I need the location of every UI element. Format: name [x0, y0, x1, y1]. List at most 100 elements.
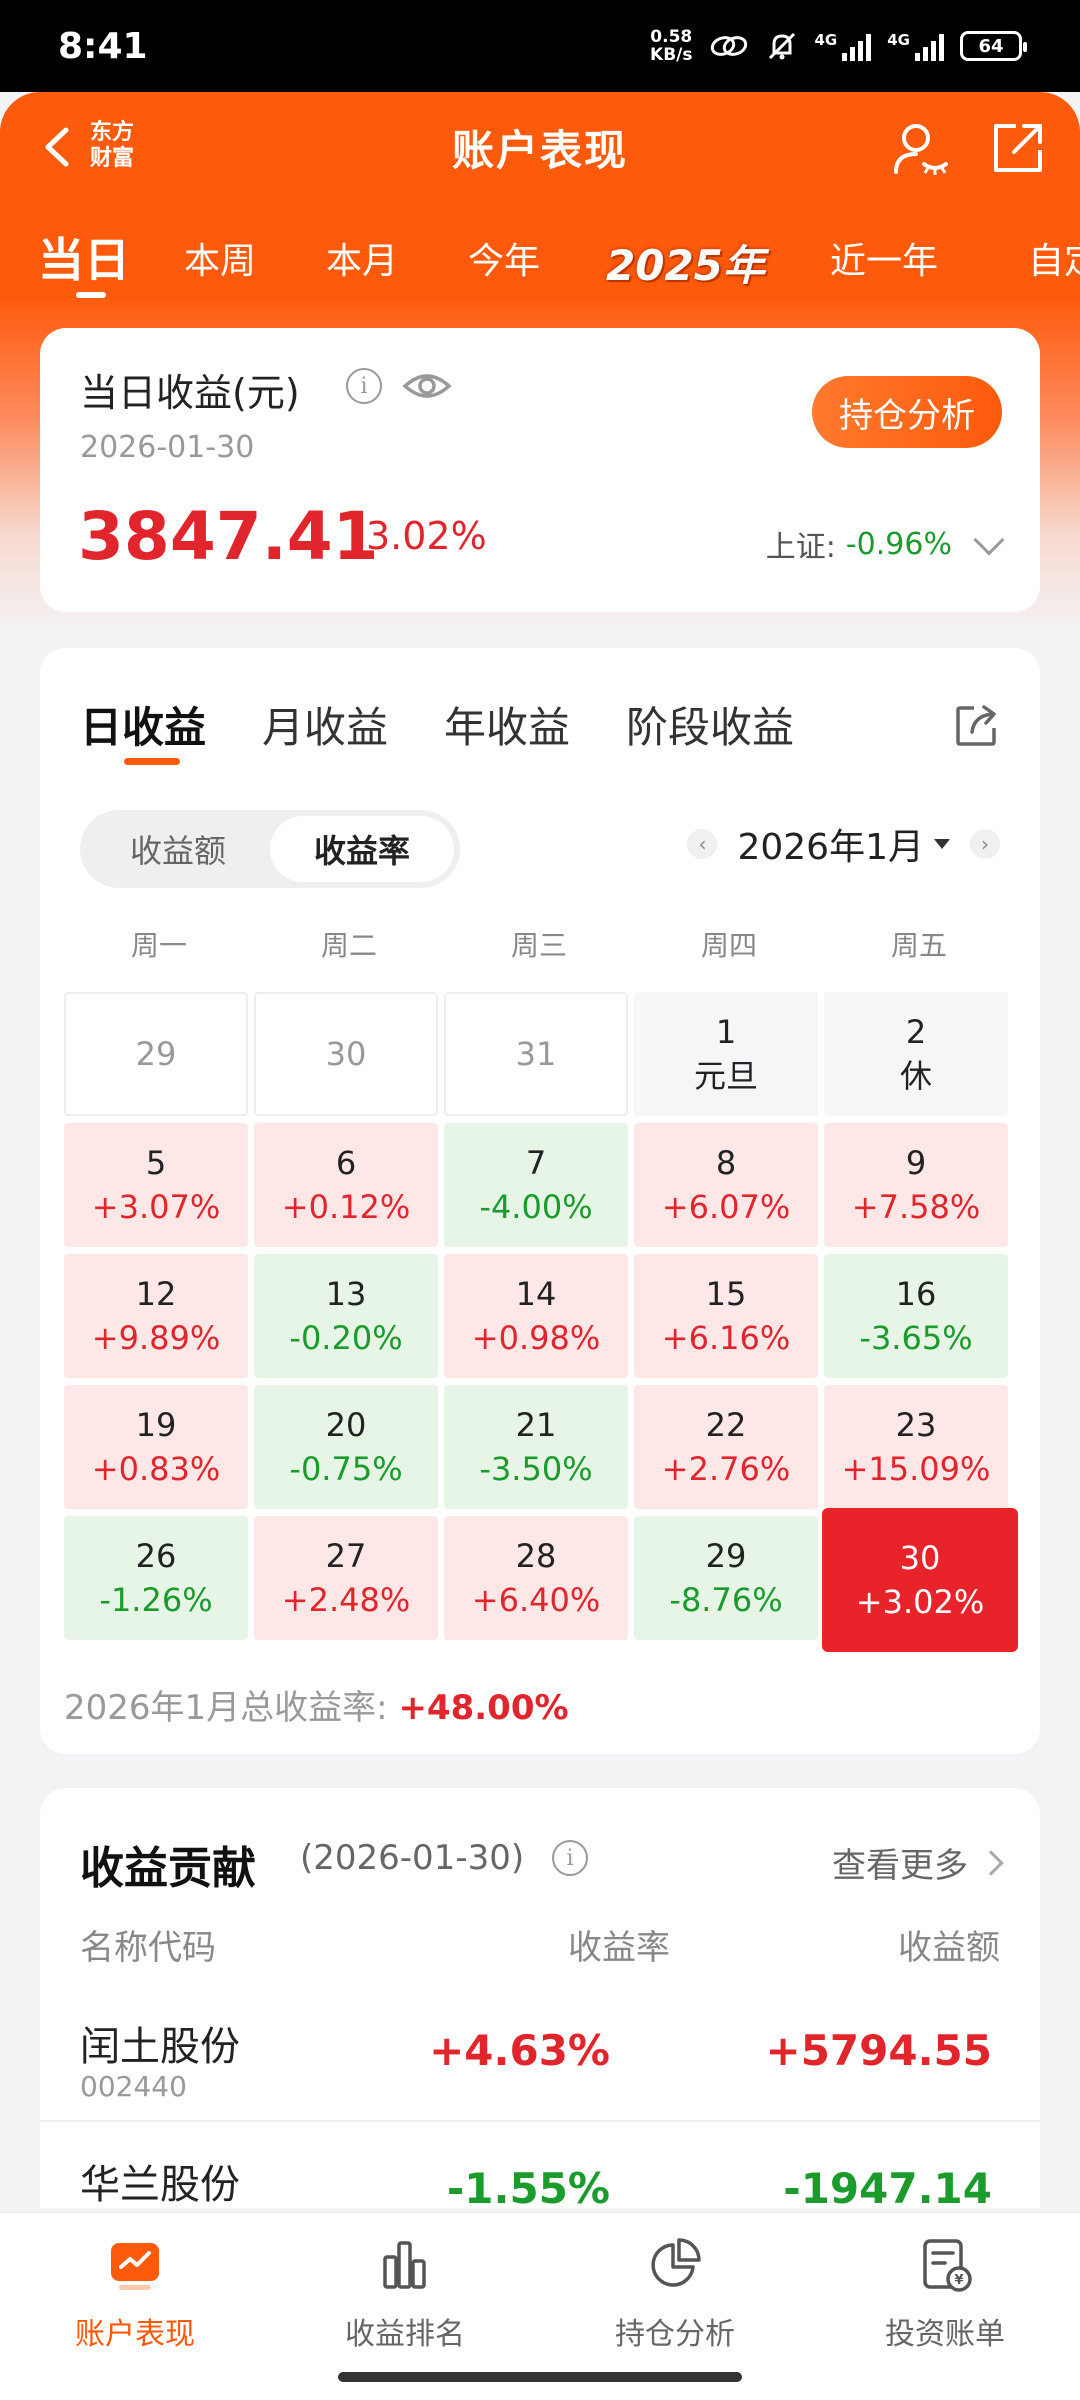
bill-icon: ¥ [923, 2239, 972, 2292]
calendar-day-number: 13 [325, 1275, 367, 1313]
weekday-thu: 周四 [700, 929, 757, 962]
info-icon[interactable]: i [552, 1840, 588, 1876]
calendar-day-cell[interactable]: 23 +15.09% [824, 1385, 1008, 1509]
calendar-day-cell[interactable]: 15 +6.16% [634, 1254, 818, 1378]
info-icon[interactable]: i [346, 368, 382, 404]
svg-text:¥: ¥ [954, 2273, 963, 2288]
tab-this-month[interactable]: 本月 [326, 241, 399, 282]
calendar-day-value: -0.75% [289, 1450, 403, 1488]
daily-profit-title: 当日收益(元) [80, 371, 300, 415]
tab-daily-returns[interactable]: 日收益 [80, 694, 206, 765]
calendar-day-cell[interactable]: 14 +0.98% [444, 1254, 628, 1378]
stock-name: 华兰股份 [80, 2162, 240, 2208]
tab-yearly-returns[interactable]: 年收益 [444, 703, 571, 752]
calendar-day-cell[interactable]: 13 -0.20% [254, 1254, 438, 1378]
calendar-day-cell[interactable]: 21 -3.50% [444, 1385, 628, 1509]
calendar-day-cell[interactable]: 29 -8.76% [634, 1516, 818, 1640]
table-row[interactable]: 闰土股份 002440 +4.63% +5794.55 [40, 1984, 1040, 2120]
calendar-day-cell: 30 [254, 992, 438, 1116]
calendar-day-cell[interactable]: 6 +0.12% [254, 1123, 438, 1247]
daily-profit-date: 2026-01-30 [80, 430, 255, 465]
tab-2025[interactable]: 2025年 [606, 241, 765, 290]
bottom-nav: 账户表现 收益排名 持仓分析 ¥ 投资账单 [0, 2212, 1080, 2400]
calendar-day-value: +0.98% [471, 1319, 601, 1357]
stock-amount: -1947.14 [783, 2164, 992, 2213]
battery-icon: 64 [960, 31, 1027, 61]
nav-investment-bill[interactable]: ¥ 投资账单 [810, 2235, 1080, 2353]
calendar-day-value: +9.89% [91, 1319, 221, 1357]
stock-rate: -1.55% [446, 2164, 610, 2213]
calendar-day-cell[interactable]: 27 +2.48% [254, 1516, 438, 1640]
calendar-day-cell[interactable]: 9 +7.58% [824, 1123, 1008, 1247]
calendar-day-number: 5 [145, 1144, 167, 1182]
calendar-day-value: +6.07% [661, 1188, 791, 1226]
calendar-day-cell[interactable]: 12 +9.89% [64, 1254, 248, 1378]
contribution-title: 收益贡献 [80, 1843, 256, 1894]
calendar-day-number: 16 [895, 1275, 937, 1313]
calendar-day-cell[interactable]: 22 +2.76% [634, 1385, 818, 1509]
daily-profit-card: 当日收益(元) i 2026-01-30 3847.41 3.02% 持仓分析 … [40, 328, 1040, 612]
calendar-day-number: 19 [135, 1406, 177, 1444]
export-icon[interactable] [954, 702, 1000, 748]
segment-profit-amount[interactable]: 收益额 [129, 832, 226, 870]
calendar-day-cell[interactable]: 7 -4.00% [444, 1123, 628, 1247]
tab-period-returns[interactable]: 阶段收益 [626, 703, 795, 752]
calendar-day-cell: 31 [444, 992, 628, 1116]
share-icon[interactable] [990, 120, 1046, 176]
tab-today[interactable]: 当日 [38, 224, 130, 298]
user-privacy-icon[interactable] [890, 118, 950, 178]
tab-this-week[interactable]: 本周 [184, 241, 257, 282]
holding-analysis-button[interactable]: 持仓分析 [812, 376, 1002, 448]
back-arrow-icon[interactable] [34, 122, 84, 172]
calendar-day-cell[interactable]: 30 +3.02% [822, 1508, 1018, 1652]
calendar-day-cell[interactable]: 26 -1.26% [64, 1516, 248, 1640]
calendar-day-cell[interactable]: 8 +6.07% [634, 1123, 818, 1247]
view-more-link[interactable]: 查看更多 [832, 1838, 1004, 1887]
calendar-day-number: 15 [705, 1275, 747, 1313]
returns-card: 日收益 月收益 年收益 阶段收益 收益额 收益率 ‹ 2026年1月 › 周一 … [40, 648, 1040, 1754]
calendar-day-value: -8.76% [669, 1581, 783, 1619]
calendar-day-value: -1.26% [99, 1581, 213, 1619]
metric-segment: 收益额 收益率 [80, 810, 460, 888]
prev-month-icon[interactable]: ‹ [687, 829, 718, 859]
bar-chart-icon [383, 2241, 426, 2289]
calendar-day-cell[interactable]: 28 +6.40% [444, 1516, 628, 1640]
calendar-day-value: -0.20% [289, 1319, 403, 1357]
calendar-day-value: 休 [899, 1057, 932, 1095]
month-total: 2026年1月总收益率: +48.00% [64, 1688, 569, 1728]
tab-last-year[interactable]: 近一年 [830, 241, 939, 282]
segment-profit-rate[interactable]: 收益率 [270, 816, 454, 882]
calendar-day-number: 29 [135, 1035, 177, 1073]
stock-name: 闰土股份 [80, 2024, 240, 2070]
calendar-day-number: 6 [335, 1144, 357, 1182]
nav-holding-analysis[interactable]: 持仓分析 [540, 2235, 810, 2353]
index-compare[interactable]: 上证: -0.96% [765, 522, 1005, 566]
stock-code: 002440 [80, 2070, 187, 2103]
next-month-icon[interactable]: › [970, 829, 1000, 859]
calendar-day-cell[interactable]: 16 -3.65% [824, 1254, 1008, 1378]
dropdown-icon [934, 839, 950, 849]
home-indicator [338, 2372, 742, 2382]
signal-2-icon: 4G [887, 31, 944, 61]
calendar-day-cell[interactable]: 19 +0.83% [64, 1385, 248, 1509]
calendar-day-value: -4.00% [479, 1188, 593, 1226]
calendar-day-cell[interactable]: 5 +3.07% [64, 1123, 248, 1247]
contribution-card: 收益贡献 (2026-01-30) i 查看更多 名称代码 收益率 收益额 闰土… [40, 1788, 1040, 2241]
status-time: 8:41 [58, 25, 148, 67]
month-selector[interactable]: 2026年1月 [737, 818, 950, 870]
tab-this-year[interactable]: 今年 [468, 241, 541, 282]
calendar-day-cell[interactable]: 20 -0.75% [254, 1385, 438, 1509]
nav-account-performance[interactable]: 账户表现 [0, 2235, 270, 2353]
col-name-code: 名称代码 [80, 1928, 216, 1968]
eye-icon[interactable] [402, 364, 452, 408]
index-label: 上证: [765, 530, 836, 565]
net-speed: 0.58 KB/s [650, 28, 692, 64]
tab-custom[interactable]: 自定 [1028, 241, 1080, 282]
calendar-day-cell[interactable]: 1 元旦 [634, 992, 818, 1116]
weekday-header: 周一 周二 周三 周四 周五 [64, 924, 1014, 964]
nav-return-ranking[interactable]: 收益排名 [270, 2235, 540, 2353]
calendar-day-number: 30 [899, 1539, 941, 1577]
calendar-day-number: 9 [905, 1144, 927, 1182]
tab-monthly-returns[interactable]: 月收益 [262, 703, 389, 752]
